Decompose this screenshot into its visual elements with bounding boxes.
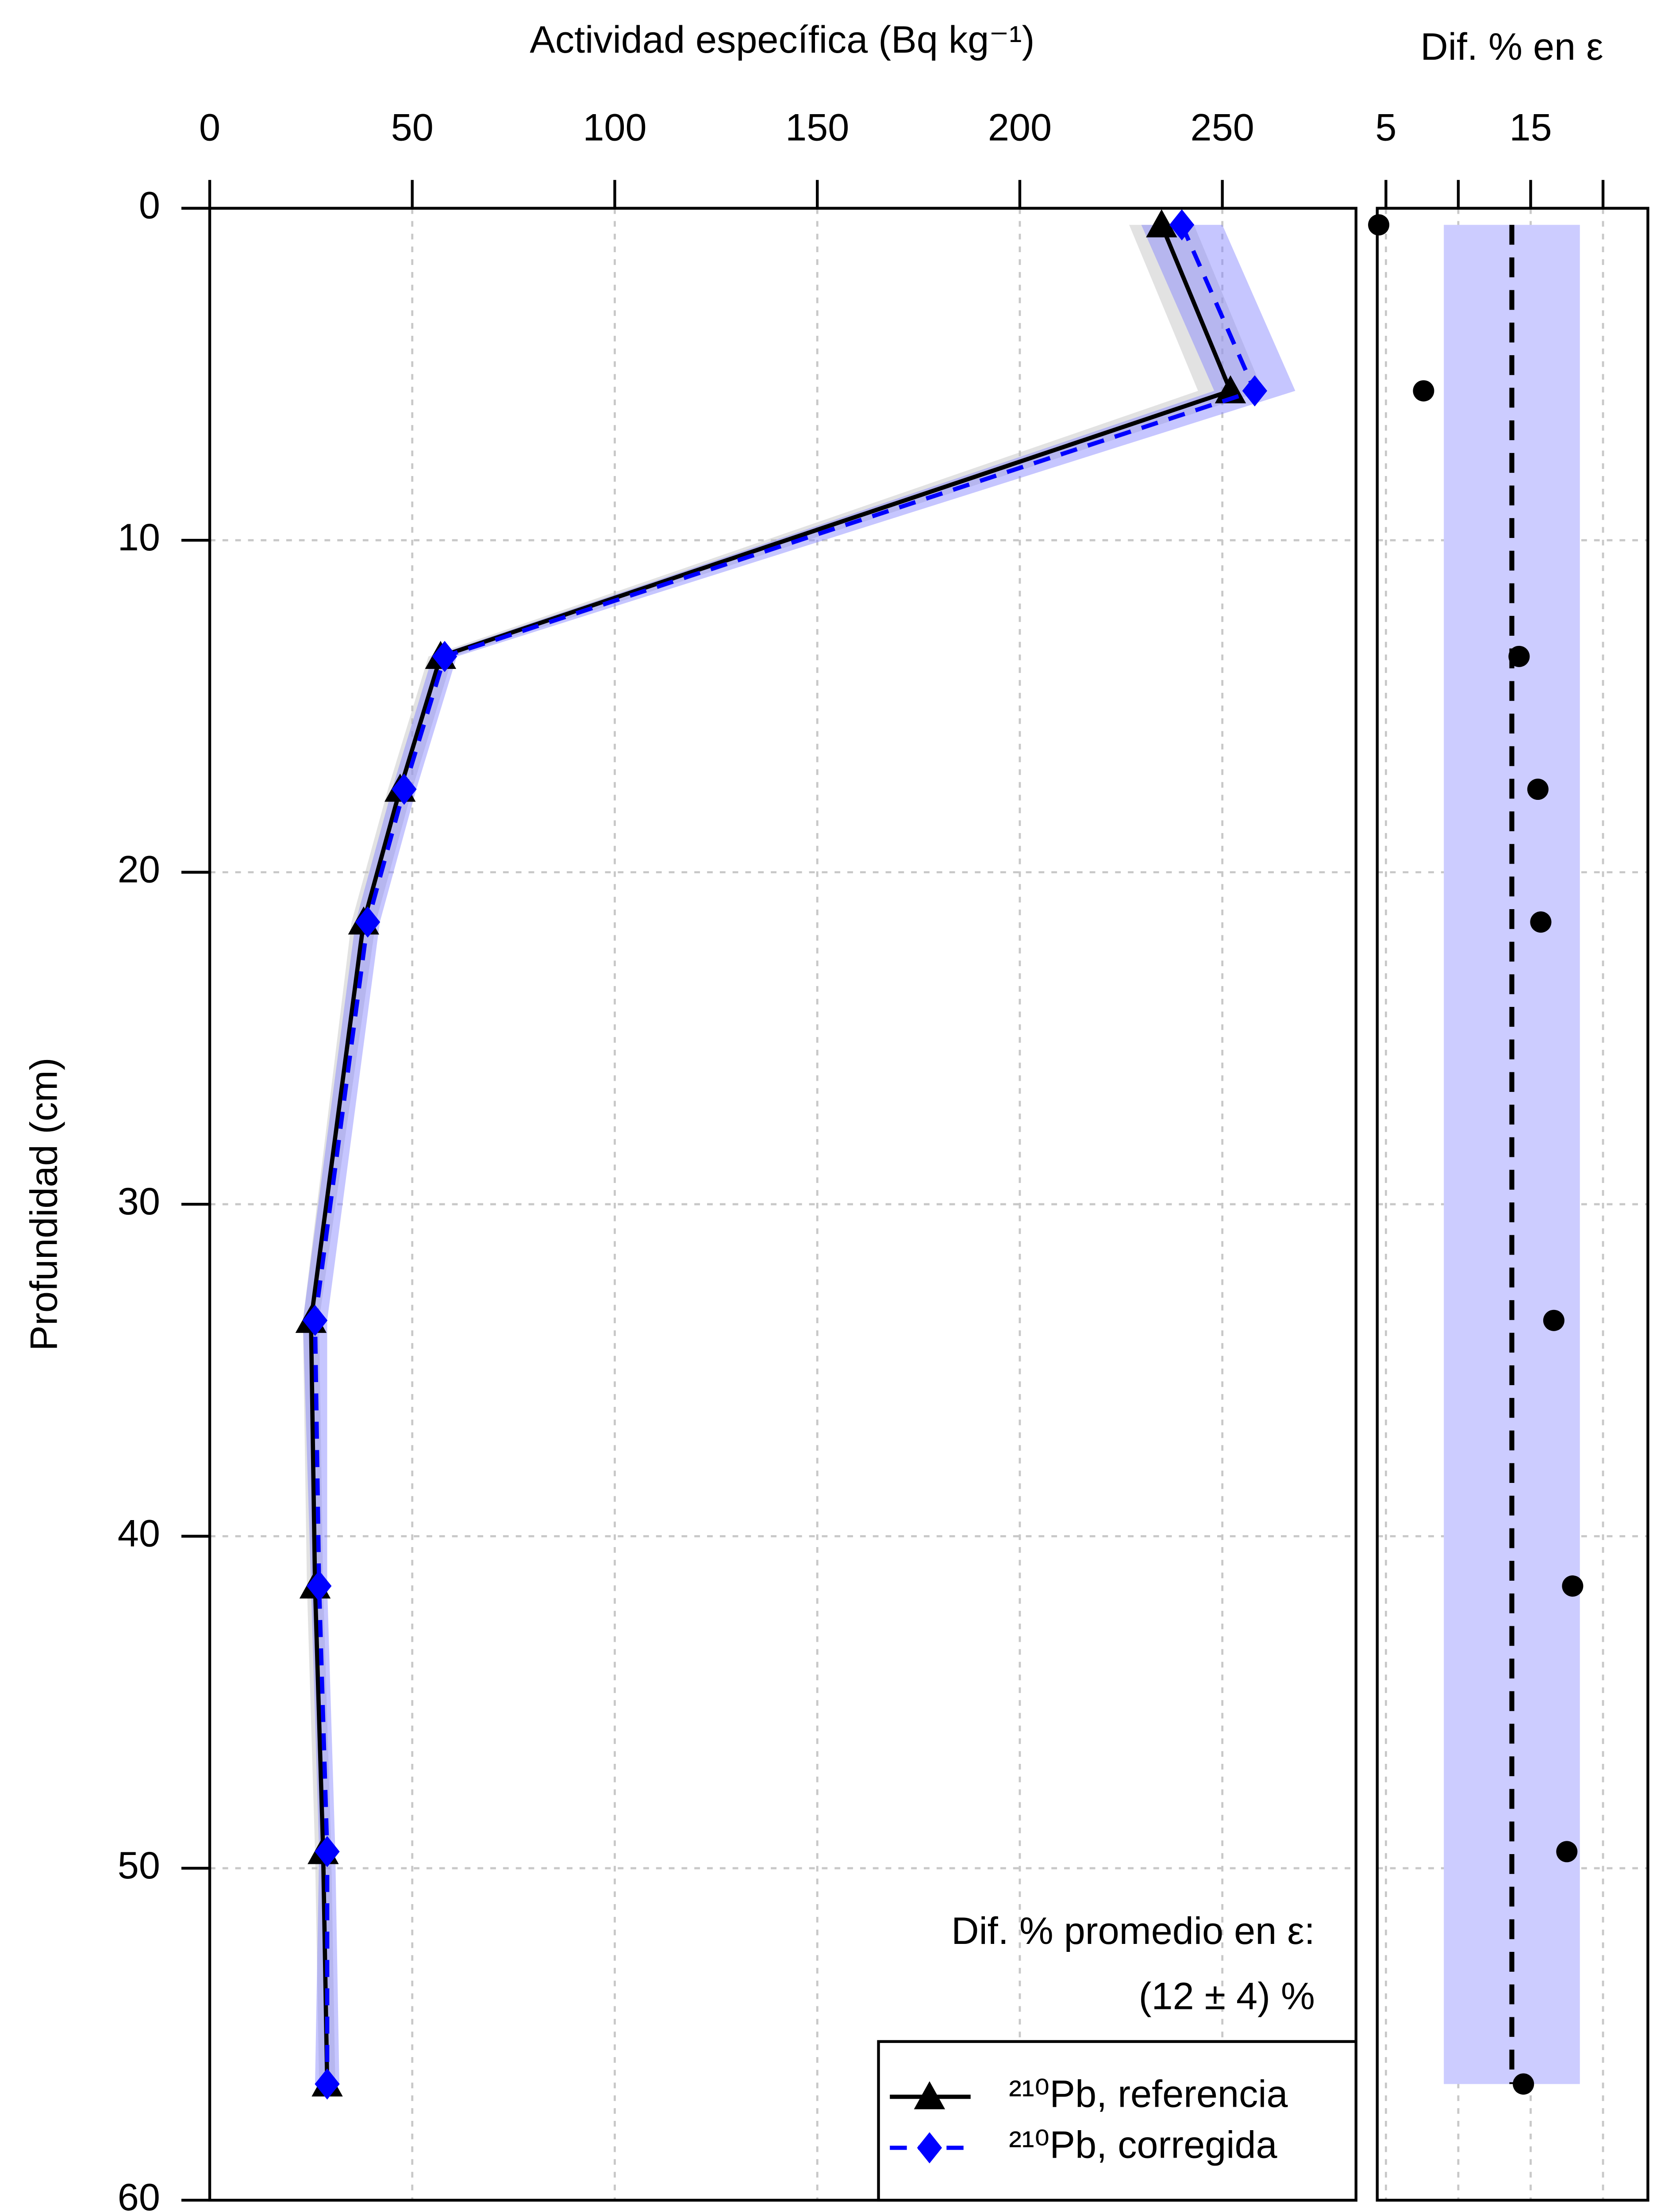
- y-tick-label: 30: [118, 1180, 160, 1223]
- legend-label: ²¹⁰Pb, referencia: [1009, 2073, 1288, 2115]
- x-tick-label: 0: [199, 106, 220, 149]
- point: [1527, 778, 1549, 800]
- legend-box: [877, 2040, 1357, 2202]
- point: [1368, 214, 1390, 236]
- x-tick-label: 100: [583, 106, 646, 149]
- plot-frame: [1376, 207, 1649, 2202]
- x-tick-label: 150: [785, 106, 849, 149]
- annotation: (12 ± 4) %: [1139, 1975, 1315, 2017]
- y-tick-label: 10: [118, 516, 160, 559]
- point: [1543, 1310, 1564, 1331]
- y-tick-label: 50: [118, 1844, 160, 1887]
- y-tick-label: 40: [118, 1512, 160, 1555]
- y-tick-label: 60: [118, 2176, 160, 2212]
- x-tick-label: 250: [1191, 106, 1254, 149]
- x-tick-label: 200: [988, 106, 1052, 149]
- triangle-marker: [914, 2081, 946, 2109]
- point: [1530, 911, 1552, 933]
- point: [1508, 645, 1530, 667]
- point: [1413, 380, 1434, 402]
- diamond-marker: [392, 773, 417, 805]
- point: [1556, 1841, 1578, 1863]
- annotation: Dif. % promedio en ε:: [951, 1910, 1315, 1952]
- uncertainty-band: [432, 391, 1295, 657]
- point: [1562, 1575, 1584, 1597]
- triangle-marker: [1146, 209, 1177, 238]
- y-axis-label: Profundidad (cm): [23, 1058, 65, 1351]
- y-tick-label: 0: [139, 184, 160, 227]
- diamond-marker: [355, 906, 381, 938]
- plot-frame: [208, 207, 1357, 2202]
- chart-title: Actividad específica (Bq kg⁻¹): [530, 19, 1034, 61]
- legend-label: ²¹⁰Pb, corregida: [1009, 2124, 1277, 2166]
- y-tick-label: 20: [118, 848, 160, 891]
- diamond-marker: [302, 1305, 328, 1336]
- x-tick-label: 15: [1509, 106, 1552, 149]
- chart-title: Dif. % en ε: [1420, 26, 1603, 68]
- x-tick-label: 50: [391, 106, 434, 149]
- point: [1513, 2073, 1534, 2095]
- x-tick-label: 5: [1375, 106, 1396, 149]
